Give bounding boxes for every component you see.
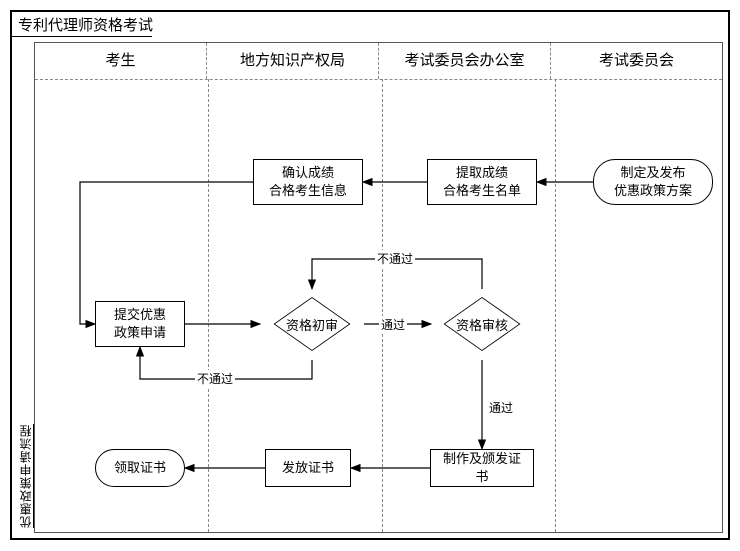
lane-header-0: 考生: [35, 43, 207, 79]
diagram-canvas: 通过不通过不通过通过制定及发布优惠政策方案提取成绩合格考生名单确认成绩合格考生信…: [35, 79, 722, 532]
edge-label: 不通过: [375, 250, 415, 267]
node-review1-label: 资格初审: [275, 298, 349, 350]
node-review2: 资格审核: [445, 298, 519, 350]
side-process-label: 优惠政策申请流程: [17, 424, 34, 528]
node-review2-label: 资格审核: [445, 298, 519, 350]
lane-header-2: 考试委员会办公室: [379, 43, 551, 79]
node-issue: 发放证书: [265, 449, 351, 487]
lane-header-3: 考试委员会: [551, 43, 722, 79]
edge-label: 通过: [379, 316, 407, 333]
node-submit: 提交优惠政策申请: [95, 301, 185, 347]
edge-label: 不通过: [195, 370, 235, 387]
lanes-header: 考生 地方知识产权局 考试委员会办公室 考试委员会: [35, 43, 722, 80]
title-underline: [12, 36, 152, 37]
diagram-frame: 专利代理师资格考试 优惠政策申请流程 考生 地方知识产权局 考试委员会办公室 考…: [10, 10, 730, 540]
node-extract: 提取成绩合格考生名单: [427, 159, 537, 205]
edge-label: 通过: [487, 399, 515, 416]
swimlane-container: 考生 地方知识产权局 考试委员会办公室 考试委员会 通过不通过不通过通过制定及发…: [34, 42, 723, 533]
node-produce: 制作及颁发证书: [430, 449, 534, 487]
node-confirm: 确认成绩合格考生信息: [253, 159, 363, 205]
node-review1: 资格初审: [275, 298, 349, 350]
diagram-title: 专利代理师资格考试: [18, 14, 153, 35]
node-policy: 制定及发布优惠政策方案: [593, 159, 713, 205]
node-receive: 领取证书: [95, 449, 185, 487]
lane-header-1: 地方知识产权局: [207, 43, 379, 79]
